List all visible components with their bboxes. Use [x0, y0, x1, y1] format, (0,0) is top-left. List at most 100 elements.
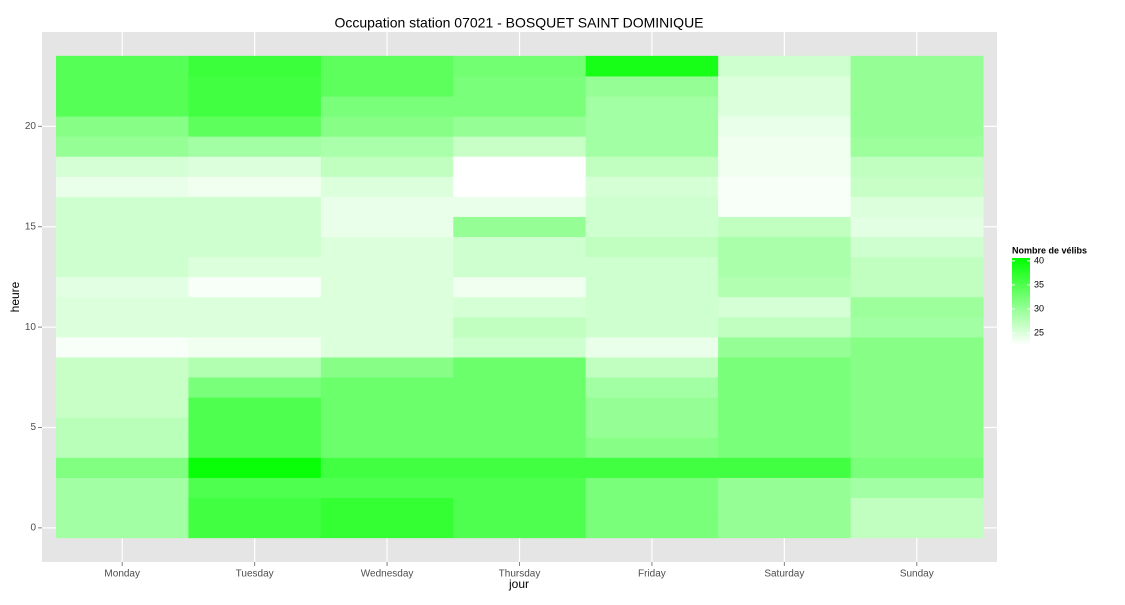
colorbar-tick-label: 30 — [1034, 303, 1044, 313]
heat-cell — [320, 176, 454, 197]
heat-cell — [56, 477, 189, 499]
heat-cell — [585, 276, 719, 298]
heat-cell — [850, 517, 984, 539]
y-axis-label: heure — [8, 281, 22, 312]
heat-cell — [320, 457, 454, 478]
heat-cell — [56, 336, 189, 358]
heat-cell — [453, 156, 587, 177]
y-tick-label: 5 — [30, 422, 36, 433]
x-tick-label: Thursday — [499, 569, 541, 580]
heat-cell — [850, 136, 984, 157]
x-tick-label: Monday — [104, 569, 140, 580]
heat-cell — [850, 356, 984, 378]
heat-cell — [188, 196, 322, 217]
heat-cell — [585, 136, 719, 157]
heat-cell — [453, 196, 587, 217]
heat-cell — [850, 377, 984, 398]
heat-cell — [188, 497, 322, 519]
heat-cell — [188, 256, 322, 278]
x-tick-label: Saturday — [764, 569, 804, 580]
heat-cell — [188, 75, 322, 97]
heat-cell — [718, 497, 852, 519]
heat-cell — [850, 95, 984, 117]
heat-cell — [850, 296, 984, 318]
heat-cell — [585, 336, 719, 358]
y-tick-label: 15 — [25, 221, 37, 232]
heat-cell — [56, 136, 189, 157]
heat-cell — [320, 95, 454, 117]
heat-cell — [453, 276, 587, 298]
heat-cell — [453, 417, 587, 438]
heat-cell — [56, 316, 189, 338]
heat-cell — [56, 417, 189, 438]
heat-cell — [850, 316, 984, 338]
heat-cell — [453, 356, 587, 378]
heat-cell — [850, 156, 984, 177]
heat-cell — [320, 377, 454, 398]
heat-cell — [56, 517, 189, 539]
heat-cell — [320, 296, 454, 318]
heat-cell — [56, 176, 189, 197]
heat-cell — [850, 497, 984, 519]
heat-cell — [453, 377, 587, 398]
x-tick-label: Sunday — [900, 569, 934, 580]
heat-cell — [56, 256, 189, 278]
heat-cell — [56, 95, 189, 117]
heat-cell — [850, 417, 984, 438]
heat-cell — [585, 296, 719, 318]
colorbar-tick-label: 25 — [1034, 327, 1044, 337]
heat-cell — [585, 95, 719, 117]
heat-cell — [188, 136, 322, 157]
heat-cell — [718, 377, 852, 398]
heat-cell — [850, 196, 984, 217]
heat-cell — [718, 336, 852, 358]
heat-cell — [56, 276, 189, 298]
heat-cell — [453, 55, 587, 77]
heat-cell — [585, 216, 719, 238]
heat-cell — [585, 397, 719, 418]
heat-cell — [320, 256, 454, 278]
heat-cell — [453, 136, 587, 157]
heat-cell — [585, 116, 719, 137]
heat-cell — [585, 437, 719, 458]
heat-cell — [320, 276, 454, 298]
x-axis-label: jour — [508, 577, 529, 591]
heat-cell — [453, 457, 587, 478]
heat-cell — [850, 256, 984, 278]
heat-cell — [320, 477, 454, 499]
heat-cell — [850, 116, 984, 137]
heat-cell — [320, 316, 454, 338]
y-tick-label: 0 — [30, 523, 36, 534]
heat-cell — [585, 356, 719, 378]
heat-cell — [188, 116, 322, 137]
heat-cell — [718, 236, 852, 258]
heat-cell — [320, 75, 454, 97]
heat-cell — [188, 216, 322, 238]
heat-cell — [718, 437, 852, 458]
heat-cell — [718, 296, 852, 318]
heat-cell — [718, 417, 852, 438]
heat-cell — [585, 517, 719, 539]
heat-cell — [320, 397, 454, 418]
colorbar-tick-label: 35 — [1034, 279, 1044, 289]
heat-cell — [188, 437, 322, 458]
heat-cell — [188, 417, 322, 438]
heat-cell — [850, 477, 984, 499]
heat-cell — [188, 276, 322, 298]
x-tick-label: Wednesday — [361, 569, 414, 580]
y-tick-label: 10 — [25, 322, 37, 333]
heat-cell — [585, 196, 719, 217]
heat-cell — [718, 116, 852, 137]
heat-cell — [718, 457, 852, 478]
heat-cell — [188, 236, 322, 258]
heat-cell — [188, 55, 322, 77]
heat-cell — [188, 296, 322, 318]
heat-cell — [453, 216, 587, 238]
heat-cell — [56, 156, 189, 177]
heat-cell — [718, 196, 852, 217]
heat-cell — [718, 356, 852, 378]
heat-cell — [188, 457, 322, 478]
heat-cell — [453, 116, 587, 137]
heat-cell — [188, 95, 322, 117]
heat-cell — [320, 417, 454, 438]
